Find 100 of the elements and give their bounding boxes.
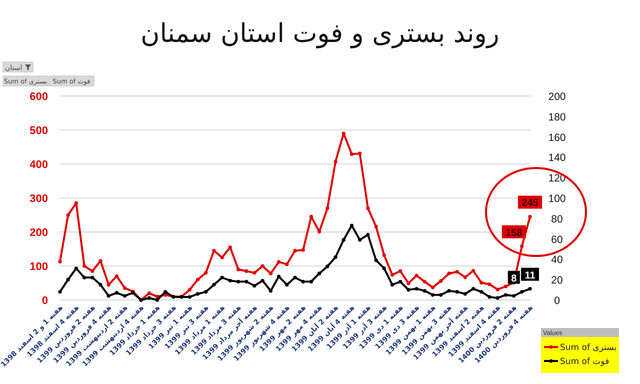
- y2-tick-label: 200: [548, 91, 566, 103]
- point: [285, 262, 289, 266]
- point: [504, 284, 508, 288]
- point: [106, 294, 110, 298]
- y-tick-label: 600: [30, 91, 48, 103]
- y2-tick-label: 100: [548, 193, 566, 205]
- point: [512, 294, 516, 298]
- point: [147, 291, 151, 295]
- point: [480, 290, 484, 294]
- data-label: 245: [522, 198, 539, 210]
- point: [358, 152, 362, 156]
- y2-tick-label: 0: [554, 295, 560, 307]
- y2-tick-label: 60: [551, 234, 563, 246]
- point: [382, 253, 386, 257]
- point: [236, 268, 240, 272]
- point: [390, 282, 394, 286]
- chart-title: روند بستری و فوت استان سمنان: [140, 19, 500, 49]
- point: [301, 248, 305, 252]
- point: [480, 280, 484, 284]
- point: [66, 213, 70, 217]
- point: [350, 152, 354, 156]
- y-tick-label: 0: [42, 295, 48, 307]
- point: [212, 248, 216, 252]
- point: [422, 289, 426, 293]
- point: [252, 271, 256, 275]
- point: [188, 288, 192, 292]
- point: [114, 291, 119, 295]
- point: [488, 295, 492, 299]
- point: [374, 224, 378, 228]
- point: [496, 296, 500, 300]
- y2-tick-label: 180: [548, 111, 566, 124]
- point: [66, 278, 70, 282]
- legend-label: Sum of فوت: [560, 357, 610, 367]
- point: [447, 272, 451, 276]
- point: [155, 298, 160, 302]
- point: [422, 280, 426, 284]
- point: [309, 280, 314, 284]
- point: [90, 276, 94, 280]
- point: [204, 290, 208, 294]
- point: [334, 160, 338, 164]
- point: [82, 264, 86, 268]
- data-label: 158: [506, 228, 523, 239]
- point: [228, 278, 232, 282]
- point: [447, 289, 451, 293]
- point: [244, 269, 248, 273]
- point: [196, 292, 200, 296]
- point: [342, 238, 346, 242]
- point: [488, 282, 492, 286]
- point: [74, 201, 78, 205]
- y2-tick-label: 40: [551, 254, 563, 266]
- point: [58, 260, 62, 264]
- point: [58, 290, 62, 294]
- point: [342, 132, 346, 136]
- point: [528, 214, 532, 218]
- point: [318, 230, 322, 234]
- point: [301, 280, 305, 284]
- point: [471, 268, 476, 273]
- point: [504, 293, 508, 297]
- point: [520, 290, 524, 294]
- data-label: 11: [524, 270, 536, 282]
- y2-tick-label: 80: [551, 213, 563, 226]
- point: [74, 266, 78, 270]
- point: [260, 264, 264, 268]
- y2-tick-label: 160: [548, 132, 566, 144]
- y-tick-label: 300: [30, 193, 48, 205]
- point: [496, 288, 500, 292]
- y-tick-label: 400: [30, 159, 48, 171]
- point: [293, 276, 297, 280]
- point: [398, 280, 402, 284]
- point: [439, 293, 443, 297]
- point: [268, 272, 272, 276]
- point: [318, 272, 322, 276]
- point: [164, 290, 168, 294]
- point: [236, 280, 240, 284]
- point: [196, 278, 200, 282]
- point: [220, 276, 224, 280]
- point: [188, 295, 192, 299]
- point: [155, 294, 160, 298]
- point: [334, 255, 338, 259]
- point: [90, 269, 94, 273]
- y-tick-label: 100: [30, 261, 48, 273]
- point: [528, 286, 532, 291]
- point: [309, 214, 314, 218]
- point: [285, 282, 289, 286]
- point: [406, 282, 410, 286]
- point: [439, 279, 443, 283]
- data-label: 8: [511, 273, 518, 284]
- point: [374, 258, 378, 262]
- point: [455, 290, 459, 294]
- point: [471, 286, 476, 291]
- y2-tick-label: 140: [548, 152, 566, 164]
- point: [212, 282, 216, 286]
- y-tick-label: 500: [30, 125, 48, 137]
- point: [106, 282, 110, 286]
- point: [520, 244, 524, 248]
- point: [326, 264, 330, 268]
- point: [382, 266, 386, 270]
- point: [268, 289, 272, 293]
- point: [123, 294, 127, 298]
- point: [414, 274, 418, 278]
